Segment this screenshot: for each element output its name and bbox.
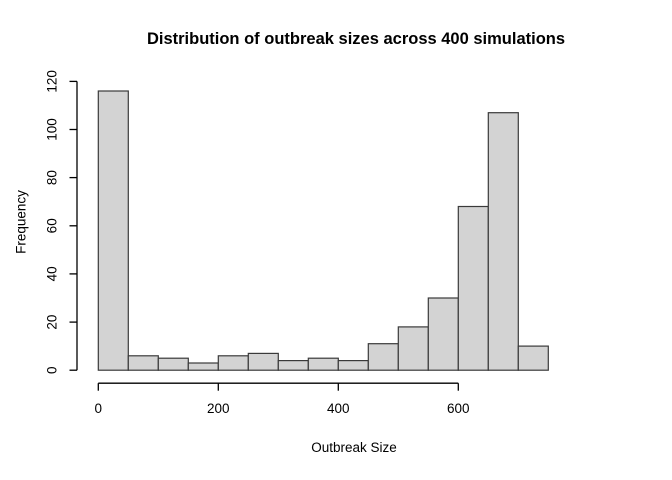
histogram-bar xyxy=(487,112,519,371)
x-tick-label: 400 xyxy=(327,401,350,416)
histogram-bar xyxy=(187,362,219,371)
histogram-bar xyxy=(277,360,309,371)
histogram-bar xyxy=(307,357,339,371)
x-axis-label: Outbreak Size xyxy=(311,440,397,455)
y-tick-label: 60 xyxy=(45,218,60,233)
x-tick-label: 200 xyxy=(207,401,230,416)
x-tick-label: 600 xyxy=(447,401,470,416)
y-tick-label: 120 xyxy=(45,70,60,93)
y-tick-label: 0 xyxy=(45,366,60,374)
x-tick-label: 0 xyxy=(95,401,103,416)
y-tick-label: 40 xyxy=(45,266,60,281)
histogram-bar xyxy=(367,343,399,371)
histogram-bar xyxy=(247,352,279,371)
histogram-bar xyxy=(457,205,489,371)
y-tick-label: 20 xyxy=(45,315,60,330)
histogram-bar xyxy=(517,345,549,371)
histogram-bar xyxy=(97,90,129,371)
histogram-bar xyxy=(217,355,249,371)
histogram-bar xyxy=(127,355,159,371)
y-tick-label: 80 xyxy=(45,170,60,185)
histogram-bar xyxy=(337,360,369,371)
histogram-bar xyxy=(397,326,429,371)
chart-title: Distribution of outbreak sizes across 40… xyxy=(146,30,566,48)
y-tick-label: 100 xyxy=(45,118,60,141)
histogram-bar xyxy=(427,297,459,371)
histogram-bar xyxy=(157,357,189,371)
